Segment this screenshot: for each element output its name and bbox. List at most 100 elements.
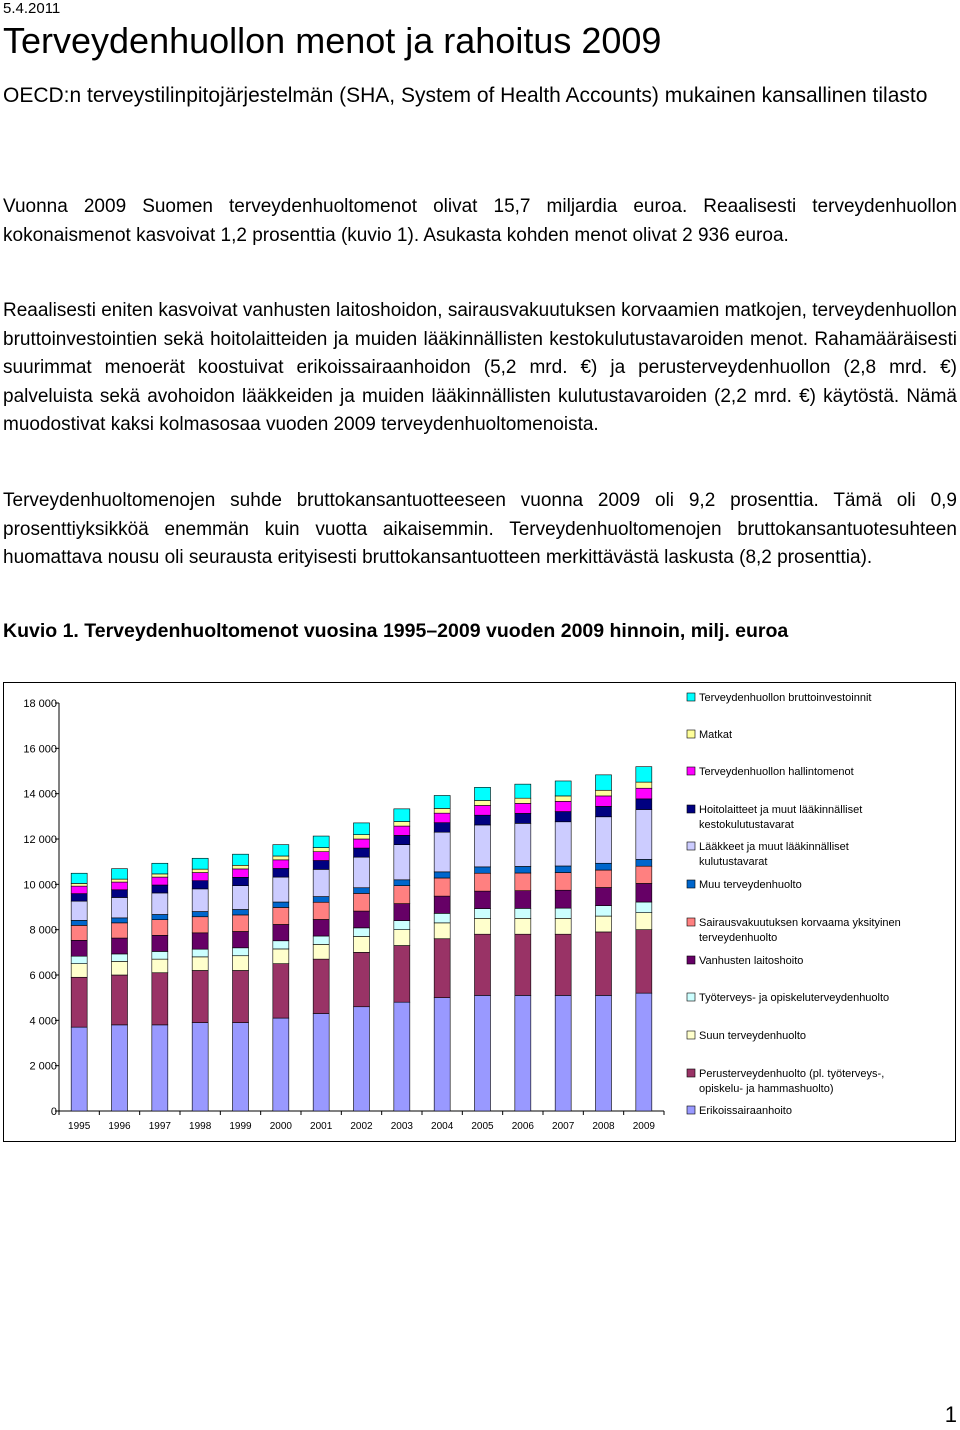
bar-segment (232, 970, 249, 1023)
legend-label: kulutustavarat (699, 856, 767, 868)
bar-segment (151, 914, 169, 920)
bar-segment (514, 890, 532, 909)
bar-segment (272, 855, 290, 861)
bar-segment (554, 795, 572, 802)
x-tick-label: 2008 (592, 1121, 615, 1132)
bar-segment (151, 892, 169, 915)
bar-segment (353, 838, 370, 849)
bar-segment (474, 800, 491, 806)
bar-segment (393, 825, 411, 836)
bar-segment (272, 948, 290, 964)
bar-segment (151, 873, 169, 878)
bar-segment (353, 822, 370, 835)
bar-segment (433, 877, 451, 897)
bar-segment (474, 908, 491, 919)
bar-segment (312, 860, 330, 870)
bar-segment (111, 922, 128, 939)
bar-segment (70, 900, 88, 921)
bar-segment (635, 781, 653, 789)
y-tick-label: 2 000 (29, 1061, 57, 1073)
bar-segment (151, 1024, 169, 1112)
bar-segment (70, 883, 88, 887)
bar-segment (393, 844, 411, 881)
x-tick-label: 2007 (552, 1121, 575, 1132)
bar-segment (433, 812, 451, 823)
legend-label: Terveydenhuollon hallintomenot (699, 766, 854, 778)
bar-segment (353, 847, 370, 858)
bar-segment (312, 1013, 330, 1112)
bar-segment (70, 976, 88, 1028)
bar-segment (312, 896, 330, 903)
x-tick-label: 1995 (68, 1121, 91, 1132)
legend-swatch (686, 1068, 696, 1078)
legend-swatch (686, 917, 696, 927)
y-tick-label: 6 000 (29, 970, 57, 982)
x-tick-label: 2004 (431, 1121, 454, 1132)
bar-segment (272, 963, 290, 1019)
y-tick-label: 8 000 (29, 925, 57, 937)
bar-segment (312, 958, 330, 1014)
bar-segment (635, 859, 653, 867)
bar-segment (635, 929, 653, 994)
bar-segment (312, 851, 330, 861)
bar-segment (474, 805, 491, 816)
legend-label: Muu terveydenhuolto (699, 879, 802, 891)
bar-segment (312, 835, 330, 848)
bar-segment (191, 916, 209, 934)
bar-segment (595, 862, 612, 871)
bar-segment (111, 953, 128, 962)
bar-segment (393, 821, 411, 827)
bar-segment (353, 927, 370, 937)
bar-segment (474, 872, 491, 892)
bar-segment (191, 970, 209, 1023)
bar-segment (151, 935, 169, 952)
bar-segment (70, 925, 88, 941)
bar-segment (474, 995, 491, 1112)
bar-segment (474, 918, 491, 935)
bar-segment (393, 903, 411, 921)
bar-segment (70, 1026, 88, 1112)
bar-segment (353, 893, 370, 912)
bar-segment (191, 956, 209, 971)
y-tick-label: 16 000 (23, 743, 57, 755)
bar-segment (554, 780, 572, 797)
bar-segment (474, 824, 491, 868)
bar-segment (232, 853, 249, 866)
legend-label: Lääkkeet ja muut lääkinnälliset (699, 841, 849, 853)
bar-segment (474, 890, 491, 909)
bar-segment (554, 933, 572, 996)
x-tick-label: 1998 (189, 1121, 212, 1132)
bar-segment (70, 940, 88, 957)
bar-segment (232, 885, 249, 910)
bar-segment (232, 914, 249, 932)
x-tick-label: 1996 (108, 1121, 131, 1132)
x-tick-label: 2006 (512, 1121, 535, 1132)
bar-segment (514, 783, 532, 799)
bar-segment (111, 1024, 128, 1112)
bar-segment (232, 864, 249, 870)
bar-segment (595, 816, 612, 864)
y-tick-label: 14 000 (23, 789, 57, 801)
bar-segment (353, 936, 370, 953)
bar-segment (635, 766, 653, 783)
legend-label: Sairausvakuutuksen korvaama yksityinen (699, 917, 901, 929)
bar-segment (514, 803, 532, 814)
date: 5.4.2011 (3, 0, 61, 17)
legend-swatch (686, 804, 696, 814)
bar-segment (393, 885, 411, 904)
x-tick-label: 1997 (149, 1121, 172, 1132)
bar-segment (151, 958, 169, 974)
bar-segment (191, 948, 209, 958)
x-tick-label: 2005 (471, 1121, 494, 1132)
bar-segment (232, 1022, 249, 1112)
bar-segment (232, 931, 249, 949)
legend-swatch (686, 955, 696, 965)
legend-swatch (686, 1030, 696, 1040)
bar-segment (353, 910, 370, 929)
bar-segment (554, 889, 572, 909)
bar-segment (70, 920, 88, 926)
y-tick-label: 0 (51, 1106, 57, 1118)
bar-segment (433, 795, 451, 809)
bar-segment (353, 887, 370, 894)
bar-segment (514, 866, 532, 874)
